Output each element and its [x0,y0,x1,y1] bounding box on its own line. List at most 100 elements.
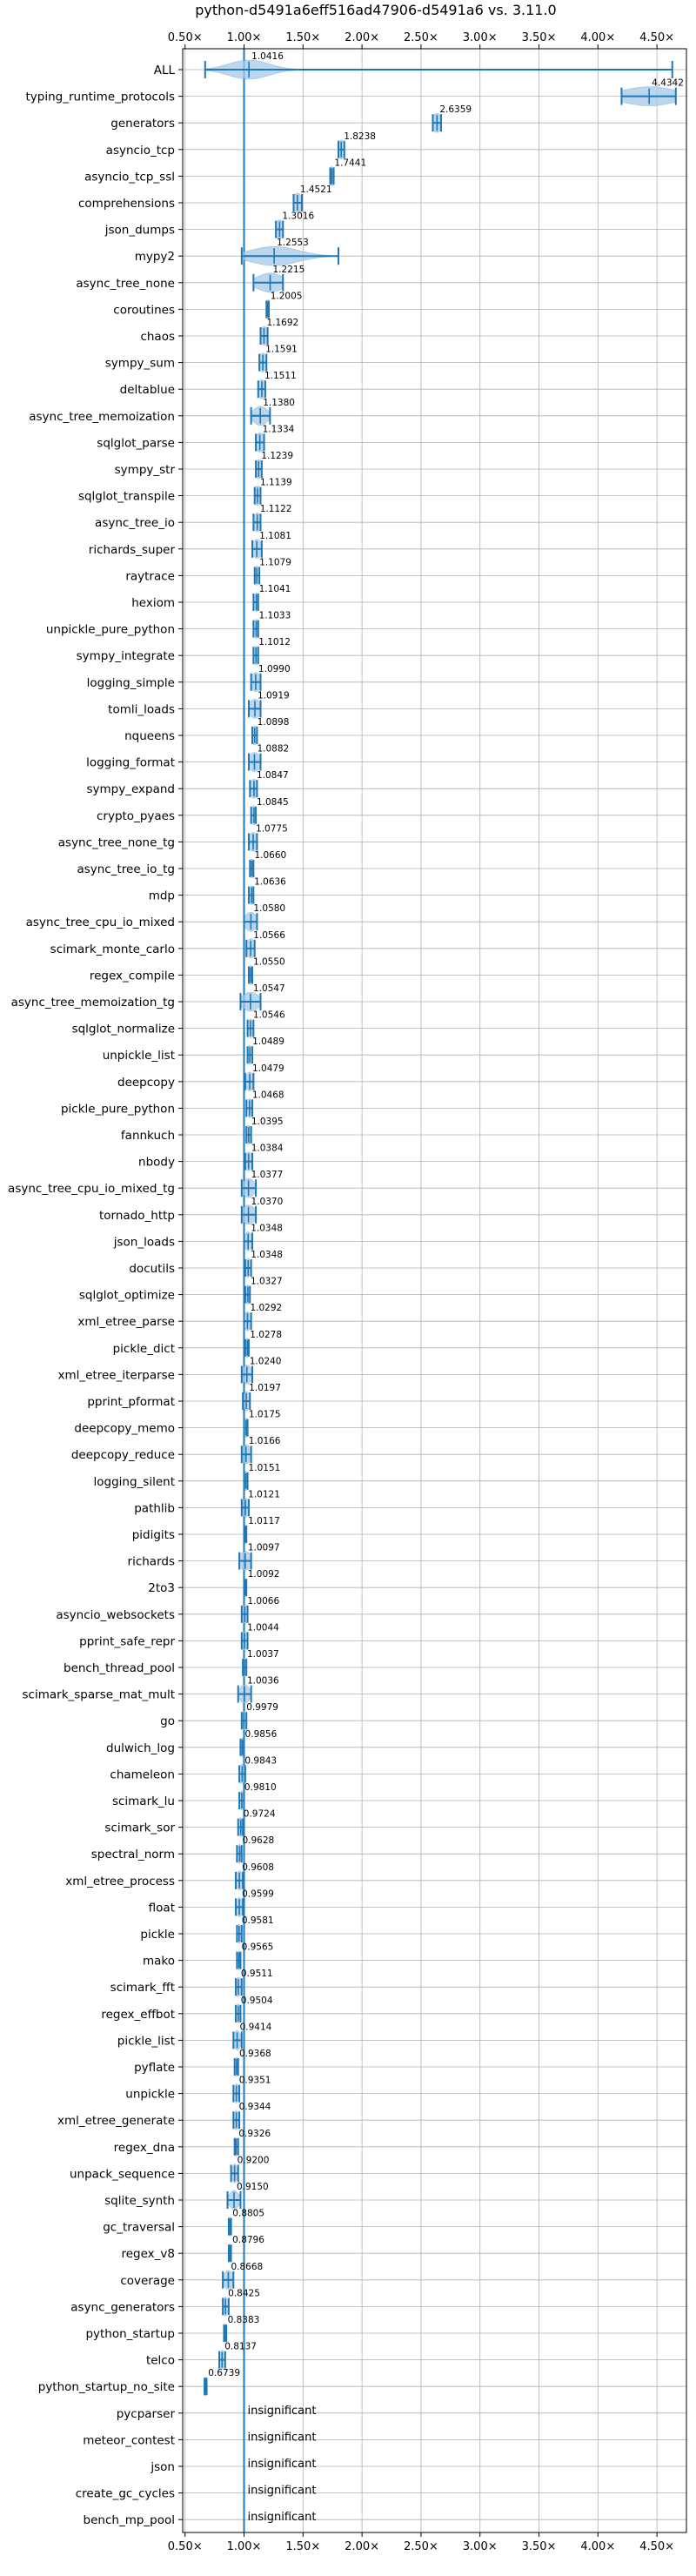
benchmark-label: nbody [138,1156,175,1170]
benchmark-label: sqlglot_transpile [78,490,175,504]
benchmark-label: json [150,2460,175,2474]
value-label: 1.0847 [257,770,289,781]
benchmark-label: coverage [120,2274,175,2288]
value-label: 0.9628 [242,1835,274,1846]
value-label: 0.9414 [240,2022,272,2032]
x-tick-label-bottom: 1.00× [227,2540,262,2553]
value-label: 1.0327 [251,1277,283,1287]
benchmark-label: crypto_pyaes [97,809,175,823]
benchmark-label: sqlglot_normalize [72,1023,175,1036]
value-label: 1.7441 [334,158,366,168]
value-label: 0.9843 [244,1755,277,1766]
benchmark-label: mdp [149,889,175,903]
value-label: 1.1692 [266,318,298,328]
benchmark-label: scimark_sor [104,1821,175,1835]
value-label: 0.9511 [241,1969,273,1979]
value-label: 0.9344 [239,2102,271,2112]
value-label: 1.1334 [263,424,295,434]
value-label: 1.0550 [253,956,285,967]
x-tick-label-bottom: 0.50× [168,2540,203,2553]
value-label: 1.0348 [251,1250,283,1260]
value-label: 0.8668 [231,2262,263,2272]
benchmark-label: coroutines [113,303,175,317]
value-label: 1.0092 [248,1569,280,1580]
value-label: 0.8796 [232,2235,264,2245]
value-label: 0.9810 [244,1782,277,1793]
value-label: 1.0044 [247,1622,279,1633]
x-tick-label-top: 1.50× [285,31,320,44]
value-label: 1.1012 [258,637,291,647]
value-label: 1.1081 [259,531,291,541]
value-label: 0.9504 [241,1996,273,2006]
x-tick-label-bottom: 4.50× [639,2540,674,2553]
benchmark-label: logging_format [86,756,175,770]
x-tick-label-top: 4.00× [580,31,615,44]
benchmark-label: pprint_pformat [87,1395,175,1409]
value-label: 1.0990 [258,664,291,674]
benchmark-label: raytrace [125,569,175,583]
value-label: 0.9326 [238,2129,271,2139]
value-label: 1.0546 [253,1010,285,1021]
benchmark-label: deltablue [120,383,175,397]
benchmark-label: pathlib [134,1501,175,1515]
value-label: 1.1239 [261,451,293,461]
benchmark-label: pickle_list [117,2034,175,2048]
x-tick-label-top: 0.50× [168,31,203,44]
value-label: 0.9351 [239,2076,271,2086]
benchmark-label: sqlglot_parse [97,436,175,450]
benchmark-label: json_loads [113,1235,175,1249]
benchmark-label: sympy_integrate [77,649,175,663]
benchmark-label: sympy_expand [86,782,175,796]
insignificant-label: insignificant [248,2431,317,2444]
value-label: 1.0898 [258,717,290,728]
benchmark-label: gc_traversal [103,2221,175,2235]
value-label: 0.9581 [242,1915,274,1926]
value-label: 1.0370 [251,1197,284,1207]
benchmark-label: docutils [129,1262,175,1276]
benchmark-label: async_generators [70,2300,175,2314]
benchmark-label: 2to3 [148,1581,175,1595]
x-tick-label-bottom: 2.00× [345,2540,379,2553]
x-tick-label-bottom: 3.50× [522,2540,557,2553]
benchmark-label: typing_runtime_protocols [26,91,176,104]
benchmark-label: unpickle [125,2088,175,2102]
benchmark-label: unpickle_pure_python [46,623,175,637]
value-label: 0.6739 [208,2368,240,2378]
benchmark-label: scimark_fft [110,1981,175,1995]
x-tick-label-bottom: 4.00× [580,2540,615,2553]
value-label: 1.0384 [251,1144,284,1154]
x-tick-label-top: 3.00× [463,31,498,44]
benchmark-label: xml_etree_parse [77,1315,175,1329]
value-label: 0.9200 [238,2155,270,2165]
x-tick-label-top: 2.50× [404,31,438,44]
benchmark-label: pickle [140,1928,175,1942]
value-label: 0.9856 [245,1729,278,1740]
value-label: 1.0240 [250,1356,282,1366]
marks-layer [204,49,677,2532]
benchmark-label: chaos [140,330,175,344]
value-label: 1.0292 [250,1303,282,1313]
value-label: 1.0036 [247,1676,279,1687]
benchmark-label: async_tree_none [76,277,175,291]
value-label: 1.0580 [253,903,285,914]
value-label: 1.4521 [300,184,332,195]
labels-layer: 0.50× 0.50× 1.00× 1.00× 1.50× 1.50× 2.00× 2.00×… [8,31,684,2553]
benchmark-label: python_startup [85,2327,175,2341]
benchmark-label: sqlglot_optimize [79,1289,175,1303]
value-label: 1.0121 [248,1489,280,1499]
benchmark-label: xml_etree_generate [57,2114,175,2128]
benchmark-label: asyncio_tcp [106,144,175,158]
benchmark-label: nqueens [124,729,175,743]
insignificant-label: insignificant [248,2458,317,2471]
benchmark-label: mako [143,1955,175,1969]
benchmark-label: hexiom [131,596,175,610]
value-label: 0.8383 [228,2315,260,2325]
benchmark-label: ALL [154,64,176,77]
benchmark-label: pyflate [134,2061,175,2075]
value-label: 1.0489 [252,1036,284,1047]
benchmark-label: sympy_sum [105,357,175,371]
value-label: 1.1079 [259,557,291,567]
x-tick-label-bottom: 1.50× [285,2540,320,2553]
benchmark-label: async_tree_cpu_io_mixed [26,916,175,929]
benchmark-label: richards_super [89,543,176,557]
